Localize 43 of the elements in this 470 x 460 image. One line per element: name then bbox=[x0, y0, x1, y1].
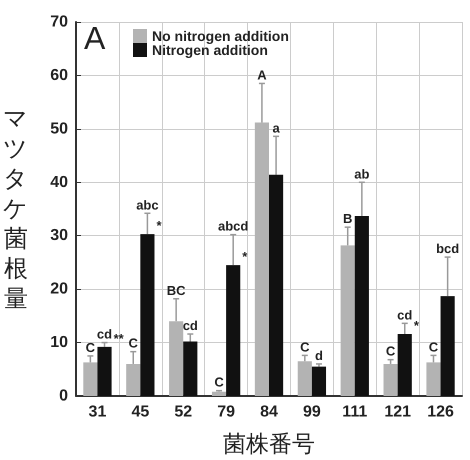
annotation: abc bbox=[136, 197, 159, 212]
annotation: C bbox=[214, 374, 224, 390]
x-tick-label: 79 bbox=[217, 404, 236, 420]
y-tick-label: 60 bbox=[50, 66, 68, 84]
annotation: d bbox=[314, 348, 323, 363]
annotation: bcd bbox=[436, 241, 460, 256]
x-tick-label: 121 bbox=[384, 404, 412, 420]
annotation: abcd bbox=[218, 218, 248, 234]
annotation: C bbox=[386, 344, 396, 359]
y-tick-label: 50 bbox=[50, 120, 68, 138]
y-tick-label: 30 bbox=[50, 227, 68, 244]
annotation: cd bbox=[182, 318, 198, 334]
y-tick-label: 40 bbox=[50, 174, 68, 191]
legend-label: No nitrogen addition bbox=[152, 28, 289, 44]
y-tick-label: 10 bbox=[50, 334, 68, 352]
annotation: cd bbox=[397, 307, 412, 322]
annotation: ** bbox=[114, 330, 125, 346]
annotation: * bbox=[414, 318, 420, 334]
annotation: cd bbox=[96, 326, 112, 342]
annotation: a bbox=[272, 120, 280, 136]
annotation: ab bbox=[354, 166, 370, 182]
x-tick-label: 126 bbox=[427, 404, 454, 420]
y-tick-label: 20 bbox=[50, 280, 68, 298]
x-axis-title: 菌株番号 bbox=[223, 430, 315, 456]
annotation: C bbox=[428, 339, 439, 354]
x-tick-label: 45 bbox=[131, 404, 150, 420]
annotation: C bbox=[300, 339, 310, 354]
y-tick-label: 0 bbox=[59, 388, 68, 404]
annotation: A bbox=[257, 67, 268, 82]
x-tick-label: 111 bbox=[342, 404, 368, 420]
y-tick-label: 70 bbox=[50, 14, 68, 30]
annotation: * bbox=[242, 249, 248, 264]
y-axis-title: マツタケ菌根量 bbox=[3, 106, 28, 312]
x-tick-label: 99 bbox=[302, 404, 321, 420]
annotation: B bbox=[343, 211, 352, 226]
x-tick-label: 52 bbox=[174, 404, 192, 420]
x-tick-label: 84 bbox=[260, 404, 278, 420]
annotation: C bbox=[86, 340, 96, 355]
annotation: A bbox=[84, 20, 106, 56]
annotation: * bbox=[156, 218, 162, 234]
x-tick-label: 31 bbox=[88, 404, 106, 420]
annotation: C bbox=[128, 336, 139, 351]
annotation: BC bbox=[166, 282, 186, 298]
